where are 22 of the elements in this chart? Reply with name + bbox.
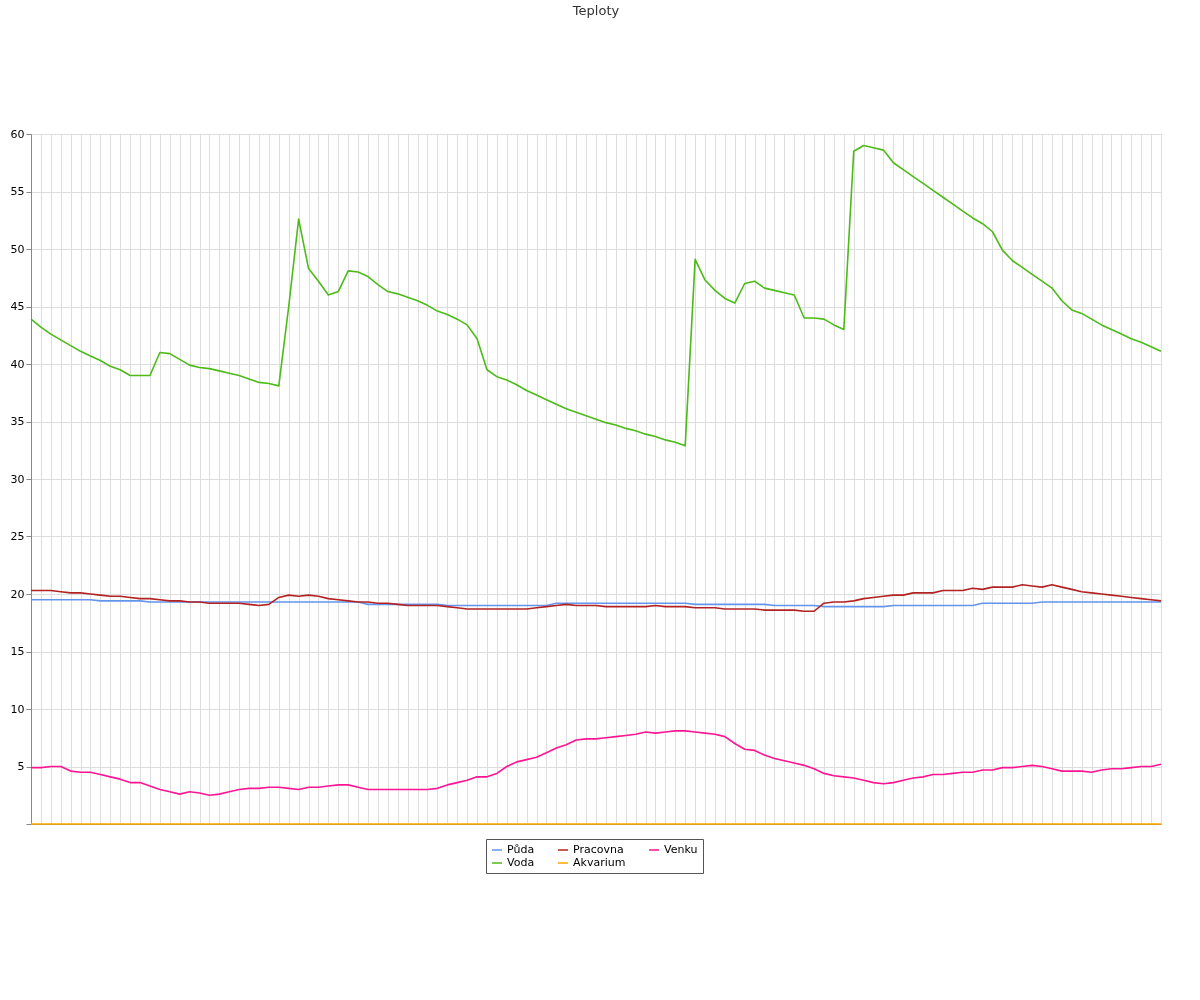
y-tick-label: 5 bbox=[17, 760, 25, 773]
line-series bbox=[30, 598, 1162, 608]
y-tick-label: 30 bbox=[10, 472, 25, 486]
y-tick-label: 25 bbox=[10, 530, 25, 543]
legend-label: Akvarium bbox=[573, 856, 626, 869]
y-tick-label: 40 bbox=[10, 357, 25, 371]
line-series bbox=[30, 730, 1162, 797]
y-tick-label: 10 bbox=[10, 702, 25, 716]
legend-label: Voda bbox=[507, 856, 535, 869]
chart-title: Teploty bbox=[571, 3, 620, 18]
legend-label: Venku bbox=[664, 843, 698, 856]
line-series bbox=[30, 144, 1162, 447]
y-tick-label: 60 bbox=[10, 127, 25, 141]
y-tick-label: 45 bbox=[10, 300, 25, 313]
y-tick-label: 50 bbox=[10, 242, 25, 256]
y-tick-label: 20 bbox=[10, 587, 25, 601]
y-tick-label: 35 bbox=[10, 415, 25, 428]
y-tick-label: 15 bbox=[10, 645, 25, 658]
legend-label: Půda bbox=[507, 843, 535, 856]
y-tick-label: 55 bbox=[10, 185, 25, 198]
legend-label: Pracovna bbox=[573, 843, 624, 856]
line-series bbox=[30, 584, 1162, 613]
